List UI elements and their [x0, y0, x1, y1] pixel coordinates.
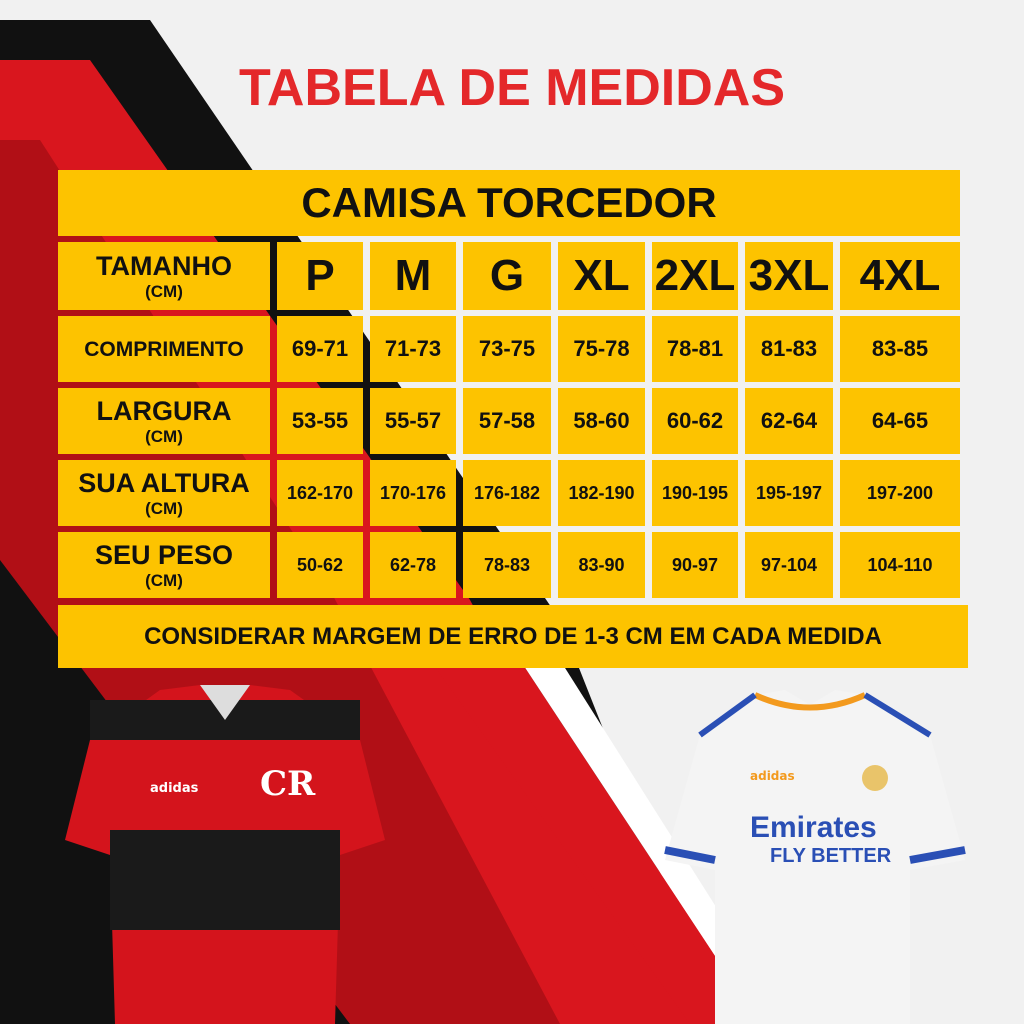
- table-cell: 78-81: [652, 316, 738, 382]
- page-title: TABELA DE MEDIDAS: [239, 59, 785, 117]
- table-cell: 162-170: [277, 460, 363, 526]
- table-cell: 62-64: [745, 388, 833, 454]
- table-cell: 83-90: [558, 532, 645, 598]
- row-label: LARGURA: [96, 395, 232, 426]
- table-cell: 97-104: [745, 532, 833, 598]
- table-cell: 71-73: [370, 316, 456, 382]
- row-label-cell: SEU PESO (CM): [58, 532, 270, 598]
- table-cell: 197-200: [840, 460, 960, 526]
- corner-cell: TAMANHO (CM): [58, 242, 270, 310]
- size-header: M: [370, 242, 456, 310]
- row-label-cell: COMPRIMENTO: [58, 316, 270, 382]
- size-table: CAMISA TORCEDOR TAMANHO (CM) P M G XL 2X…: [58, 170, 968, 598]
- table-cell: 195-197: [745, 460, 833, 526]
- table-cell: 182-190: [558, 460, 645, 526]
- table-cell: 57-58: [463, 388, 551, 454]
- table-cell: 55-57: [370, 388, 456, 454]
- size-header: 3XL: [745, 242, 833, 310]
- footer-note: CONSIDERAR MARGEM DE ERRO DE 1-3 CM EM C…: [58, 605, 968, 668]
- table-cell: 53-55: [277, 388, 363, 454]
- table-cell: 69-71: [277, 316, 363, 382]
- table-cell: 75-78: [558, 316, 645, 382]
- row-unit: (CM): [145, 498, 183, 518]
- size-header: 4XL: [840, 242, 960, 310]
- table-cell: 78-83: [463, 532, 551, 598]
- table-cell: 176-182: [463, 460, 551, 526]
- table-cell: 81-83: [745, 316, 833, 382]
- table-cell: 64-65: [840, 388, 960, 454]
- table-cell: 83-85: [840, 316, 960, 382]
- corner-unit: (CM): [145, 281, 183, 301]
- flamengo-shirt-image: adidas CR: [65, 685, 385, 1024]
- table-cell: 170-176: [370, 460, 456, 526]
- real-madrid-crest-icon: [862, 765, 888, 791]
- row-label: SUA ALTURA: [78, 467, 250, 498]
- row-unit: (CM): [145, 426, 183, 446]
- table-cell: 190-195: [652, 460, 738, 526]
- real-madrid-shirt-image: adidas Emirates FLY BETTER: [664, 690, 966, 1024]
- crf-crest-icon: CR: [260, 764, 316, 804]
- adidas-logo: adidas: [750, 769, 795, 783]
- row-label: COMPRIMENTO: [84, 337, 244, 361]
- table-cell: 104-110: [840, 532, 960, 598]
- adidas-logo: adidas: [150, 781, 199, 796]
- table-heading: CAMISA TORCEDOR: [58, 170, 960, 236]
- size-header: G: [463, 242, 551, 310]
- table-cell: 60-62: [652, 388, 738, 454]
- row-label-cell: SUA ALTURA (CM): [58, 460, 270, 526]
- corner-label: TAMANHO: [96, 250, 232, 281]
- table-cell: 62-78: [370, 532, 456, 598]
- table-cell: 50-62: [277, 532, 363, 598]
- sponsor-tagline: FLY BETTER: [770, 845, 892, 867]
- table-cell: 73-75: [463, 316, 551, 382]
- sponsor-logo: Emirates: [750, 811, 877, 844]
- size-header: 2XL: [652, 242, 738, 310]
- row-unit: (CM): [145, 570, 183, 590]
- table-cell: 90-97: [652, 532, 738, 598]
- size-header: XL: [558, 242, 645, 310]
- table-cell: 58-60: [558, 388, 645, 454]
- row-label: SEU PESO: [94, 539, 234, 570]
- size-header: P: [277, 242, 363, 310]
- row-label-cell: LARGURA (CM): [58, 388, 270, 454]
